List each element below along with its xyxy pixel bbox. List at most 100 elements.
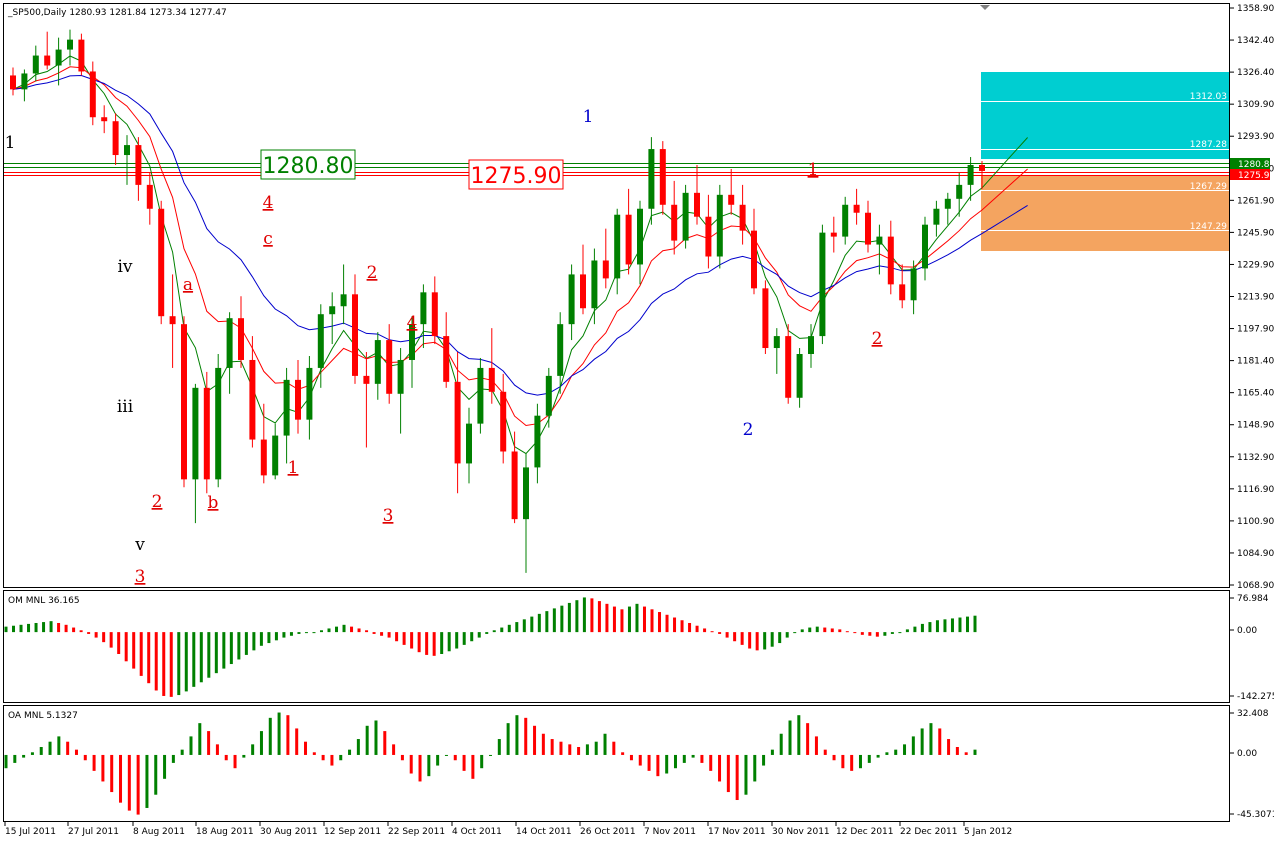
oa-bar — [647, 754, 651, 771]
oa-bar — [718, 754, 722, 782]
oa-bar — [233, 754, 237, 769]
candle-body — [796, 354, 803, 398]
om-bar — [162, 632, 166, 696]
oa-bar — [30, 752, 34, 755]
oa-bar — [515, 715, 519, 755]
om-bar — [642, 606, 646, 633]
oa-bar — [559, 741, 563, 755]
date-tick-label: 5 Jan 2012 — [964, 827, 1012, 837]
om-bar — [703, 628, 707, 633]
oa-bar — [656, 754, 660, 777]
date-tick-label: 8 Aug 2011 — [133, 827, 185, 837]
om-bar — [710, 631, 714, 633]
oa-bar — [304, 741, 308, 755]
candle-body — [67, 39, 73, 50]
oa-bar — [13, 754, 17, 763]
date-tick-label: 4 Oct 2011 — [452, 827, 502, 837]
candle-body — [865, 212, 871, 245]
om-bar — [673, 617, 677, 633]
oa-bar — [806, 723, 810, 755]
oa-bar — [876, 754, 880, 758]
om-bar — [12, 625, 16, 633]
oa-info-label: OA MNL 5.1327 — [8, 711, 78, 721]
om-bar — [199, 632, 203, 683]
om-bar — [725, 632, 729, 638]
candle-body — [397, 359, 404, 394]
om-bar — [147, 632, 151, 684]
oa-bar — [823, 749, 827, 755]
om-bar — [935, 620, 939, 633]
candle-body — [203, 387, 210, 480]
candle-body — [545, 375, 552, 416]
candle-body — [146, 184, 153, 209]
candle-body — [922, 224, 928, 269]
oa-bar — [127, 754, 131, 811]
candle-body — [682, 192, 689, 241]
candle-body — [876, 236, 883, 245]
level-box-green-text: 1280.80 — [263, 154, 354, 179]
price-tick-label: 1261.90 — [1237, 196, 1274, 206]
level-box-red — [468, 159, 564, 190]
price-tick-label: 1342.40 — [1237, 36, 1274, 46]
wave-label: 3 — [383, 506, 394, 526]
wave-labels: 1 iv iii v 3 2 a b c 4 1 2 3 4 1 2 1 2 — [5, 107, 883, 587]
oa-bar — [832, 754, 836, 761]
wave-label: b — [208, 493, 219, 513]
om-bar — [410, 632, 414, 649]
wave-label: 1 — [808, 160, 819, 180]
candle-body — [295, 379, 301, 420]
oa-bar — [339, 754, 343, 761]
candle-body — [580, 274, 586, 309]
oa-bar — [612, 741, 616, 755]
scroll-marker-icon[interactable] — [980, 5, 990, 10]
oa-bar — [22, 754, 26, 758]
zone-label-1312: 1312.03 — [1190, 92, 1227, 102]
oa-bar — [682, 754, 686, 763]
candle-body — [374, 340, 381, 384]
oa-bar — [348, 749, 352, 755]
oa-tick-label: 0.00 — [1237, 749, 1257, 759]
candle-body — [625, 214, 632, 265]
candle-body — [78, 39, 85, 72]
om-bar — [312, 632, 316, 634]
om-bar — [898, 632, 902, 634]
wave-label: a — [183, 275, 193, 295]
target-zone-lower — [981, 176, 1229, 251]
candle-body — [89, 71, 96, 118]
om-bar — [612, 606, 616, 633]
candle-body — [112, 121, 119, 156]
om-bar — [274, 632, 278, 641]
oa-bar — [938, 728, 942, 755]
om-bar — [34, 622, 38, 633]
om-bar — [470, 632, 474, 642]
oa-bar — [215, 744, 219, 755]
oa-bar — [180, 749, 184, 755]
om-bar — [890, 632, 894, 634]
oa-bar — [726, 754, 730, 793]
om-bar — [627, 606, 631, 633]
om-bar — [635, 603, 639, 633]
wave-label: 1 — [5, 133, 16, 153]
om-bar — [500, 627, 504, 633]
oa-tick-label: -45.3071 — [1237, 810, 1274, 820]
price-tick-label: 1068.90 — [1237, 581, 1274, 591]
om-bar — [785, 632, 789, 638]
candle-body — [488, 367, 495, 392]
oa-bar — [850, 754, 854, 771]
oa-bar — [638, 754, 642, 766]
om-bar — [883, 632, 887, 636]
ma-mid-line — [12, 66, 1028, 427]
candle-body — [933, 208, 940, 225]
oa-bar — [621, 752, 625, 755]
om-bar — [57, 622, 61, 633]
wave-label: c — [263, 229, 273, 249]
om-bar — [958, 617, 962, 633]
candle-body — [979, 164, 985, 171]
oa-bar — [74, 749, 78, 755]
om-bar — [440, 632, 444, 655]
candle-body — [887, 236, 894, 285]
main-info-label: _SP500,Daily 1280.93 1281.84 1273.34 127… — [7, 8, 227, 18]
oa-bar — [480, 754, 484, 769]
om-bar — [763, 632, 767, 650]
price-tick-label: 1148.90 — [1237, 421, 1274, 431]
